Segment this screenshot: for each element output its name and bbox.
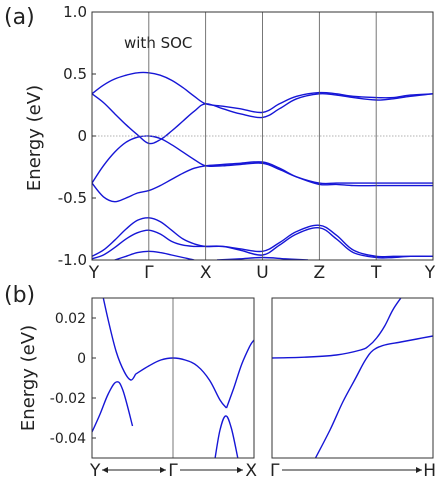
panel-a-kpoint-label: Z <box>314 263 326 283</box>
panel-b-right-band-2 <box>314 335 433 458</box>
panel-a-kpoint-label: T <box>370 263 382 283</box>
panel-b-left-arrowhead <box>102 467 108 473</box>
panel-a-band-1 <box>92 71 433 114</box>
panel-a-band-4 <box>92 161 433 203</box>
panel-b-left-frame <box>91 297 255 459</box>
panel-b-left-band-4 <box>92 381 134 433</box>
panel-a-label: (a) <box>4 5 35 30</box>
panel-a-y-tick-label: -1.0 <box>58 251 87 269</box>
panel-a-band-2 <box>92 92 433 145</box>
panel-a-y-tick-label: 1.0 <box>63 3 87 21</box>
panel-b-left-band-5 <box>214 415 239 458</box>
panel-b-left-kpoint-label: X <box>245 461 257 481</box>
panel-b-right-arrowhead <box>416 467 422 473</box>
panel-a-kpoint-label: Γ <box>144 263 154 283</box>
panel-b-left-y-tick-label: -0.02 <box>50 391 86 407</box>
panel-b-left-y-tick-label: 0 <box>77 351 86 367</box>
panel-b-y-axis-label: Energy (eV) <box>18 325 39 431</box>
panel-b-right-kpoint-label: H <box>423 461 436 481</box>
panel-a-band-6 <box>92 226 433 260</box>
panel-b-left-y-tick-label: 0.02 <box>55 311 86 327</box>
panel-b-left-band-3 <box>225 339 254 409</box>
panel-a-kpoint-label: X <box>200 263 212 283</box>
panel-b-left: Energy (eV) 0.02 0 -0.02 -0.04Y Γ X <box>18 297 257 481</box>
with-soc-annotation: with SOC <box>124 34 192 52</box>
panel-a-y-axis-label: Energy (eV) <box>24 85 45 191</box>
panel-a-kpoint-label: Y <box>424 263 436 283</box>
panel-a-band-7 <box>114 250 195 260</box>
panel-a-band-3 <box>92 135 433 185</box>
panel-a-kpoint-label: U <box>256 263 268 283</box>
panel-b-right-band-1 <box>272 298 402 359</box>
panel-b-right-kpoint-label: Γ <box>270 461 280 481</box>
panel-b-left-y-tick-label: -0.04 <box>50 431 86 447</box>
panel-b-label: (b) <box>4 283 35 308</box>
panel-b-left-arrowhead <box>160 467 166 473</box>
panel-b-left-band-2 <box>135 357 228 409</box>
panel-a-y-tick-label: -0.5 <box>58 189 87 207</box>
panel-b-left-kpoint-label: Y <box>89 461 101 481</box>
panel-b-right-frame <box>271 297 434 459</box>
panel-b-left-kpoint-label: Γ <box>168 461 178 481</box>
panel-a-y-tick-label: 0 <box>77 127 87 145</box>
panel-a-y-tick-label: 0.5 <box>63 65 87 83</box>
panel-a: with SOC Energy (eV) 1.00.50-0.5-1.0Y Γ X U… <box>24 3 436 283</box>
panel-a-kpoint-label: Y <box>88 263 100 283</box>
panel-b-left-arrowhead <box>237 467 243 473</box>
panel-b-left-band-1 <box>102 298 137 381</box>
